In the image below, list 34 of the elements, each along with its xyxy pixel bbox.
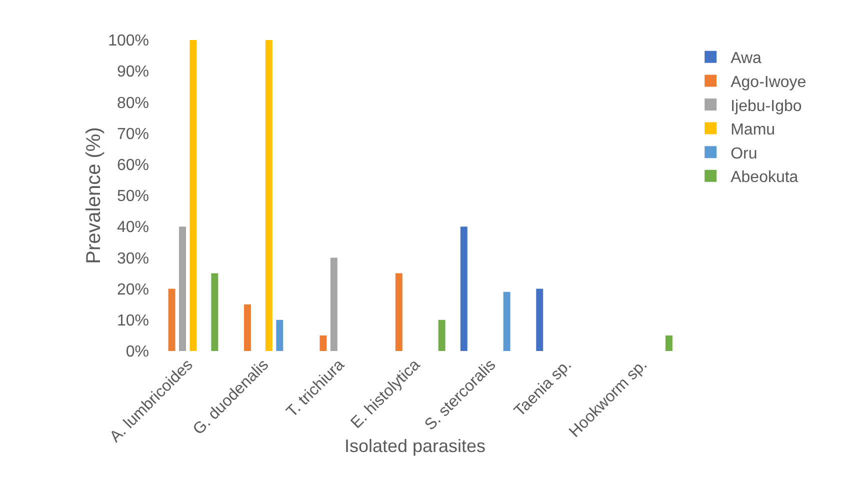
y-tick-label: 70% (116, 126, 149, 143)
y-tick-label: 80% (116, 94, 149, 112)
legend-label: Oru (730, 145, 758, 162)
bar (330, 258, 338, 351)
bar (438, 320, 446, 351)
bar (395, 273, 402, 351)
bar (190, 40, 197, 351)
bar (536, 288, 544, 351)
bar (503, 292, 510, 351)
y-tick-label: 50% (116, 188, 149, 206)
y-tick-label: 100% (108, 32, 149, 50)
x-axis-title: Isolated parasites (344, 436, 486, 456)
legend-label: Ago-Iwoye (730, 74, 806, 91)
legend-label: Awa (730, 50, 762, 68)
bar (276, 320, 284, 351)
y-tick-label: 0% (126, 344, 149, 361)
bar (168, 288, 176, 351)
legend-label: Mamu (730, 122, 776, 139)
legend-label: Ijebu-Igbo (730, 98, 802, 115)
y-tick-label: 40% (116, 219, 149, 236)
bar (665, 335, 672, 351)
y-tick-label: 30% (116, 250, 149, 268)
y-tick-label: 90% (116, 64, 149, 81)
y-tick-label: 10% (116, 312, 149, 330)
bar (179, 226, 186, 351)
bar (211, 273, 218, 351)
bar (265, 40, 272, 351)
legend-label: Abeokuta (730, 169, 798, 186)
bar (460, 226, 468, 351)
bar (244, 304, 251, 351)
y-axis-title: Prevalence (%) (83, 127, 105, 264)
y-tick-label: 20% (116, 281, 149, 298)
y-tick-label: 60% (116, 157, 149, 174)
bar (320, 335, 327, 351)
